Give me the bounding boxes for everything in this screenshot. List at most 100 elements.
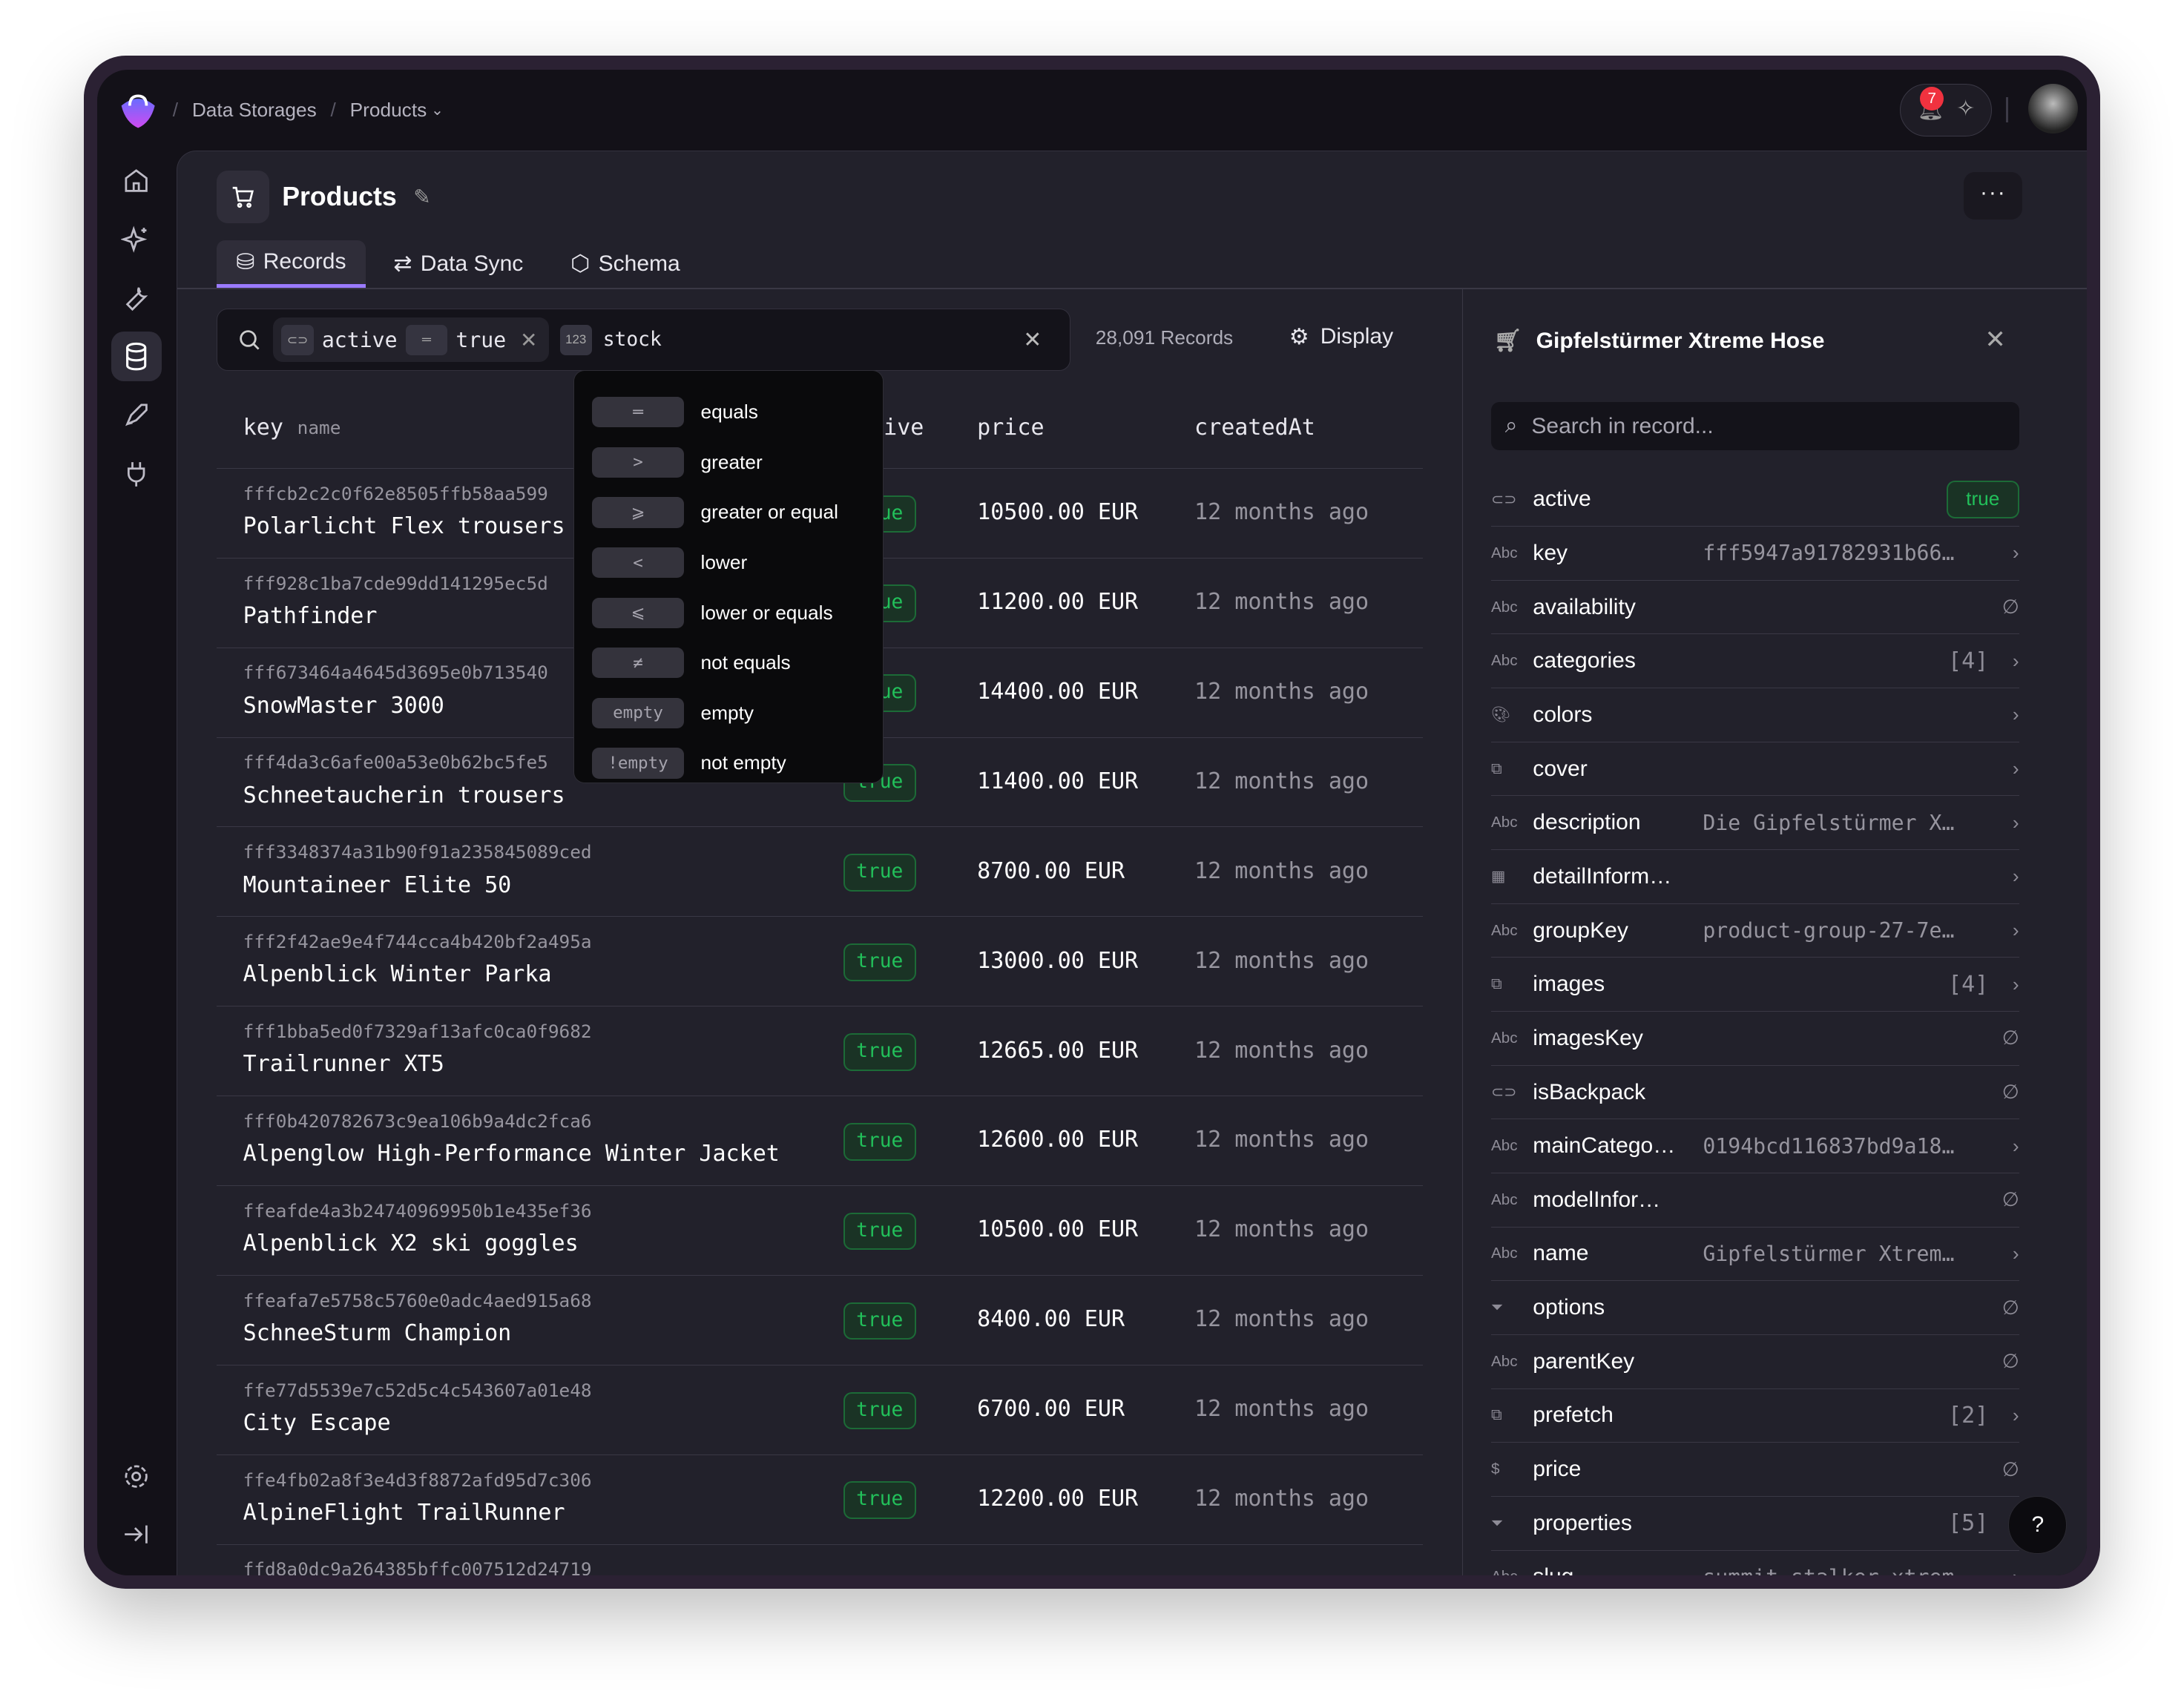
operator-label: lower or equals — [700, 601, 833, 624]
wrench-icon[interactable] — [111, 273, 162, 323]
display-button[interactable]: ⚙︎ Display — [1289, 324, 1393, 350]
breadcrumb-products[interactable]: Products — [349, 98, 427, 121]
home-icon[interactable] — [111, 156, 162, 206]
chevron-right-icon[interactable]: › — [2012, 541, 2019, 564]
chevron-right-icon[interactable]: › — [2012, 865, 2019, 888]
table-row[interactable]: ffe4fb02a8f3e4d3f8872afd95d7c306 AlpineF… — [216, 1455, 1423, 1545]
record-search-input[interactable]: ⌕ Search in record... — [1490, 401, 2019, 451]
chevron-right-icon[interactable]: › — [1999, 1566, 2019, 1575]
operator-option[interactable]: ⩽ lower or equals — [574, 587, 884, 638]
record-field-row[interactable]: Abc description Die Gipfelstürmer X… › — [1490, 796, 2019, 851]
table-row[interactable]: fff928c1ba7cde99dd141295ec5d Pathfinder … — [216, 559, 1423, 648]
breadcrumb-data-storages[interactable]: Data Storages — [191, 98, 317, 121]
sparkles-icon[interactable] — [111, 214, 162, 265]
chevron-right-icon[interactable]: › — [2012, 972, 2019, 995]
collapse-sidebar-icon[interactable] — [111, 1509, 162, 1560]
logo-icon[interactable] — [117, 89, 159, 131]
operator-option[interactable]: !empty not empty — [574, 738, 884, 788]
field-count: [2] — [1948, 1402, 1989, 1429]
table-row[interactable]: fff0b420782673c9ea106b9a4dc2fca6 Alpengl… — [216, 1096, 1423, 1187]
row-name: SchneeSturm Champion — [243, 1320, 512, 1347]
column-header-created-at[interactable]: createdAt — [1194, 415, 1315, 441]
chevron-right-icon[interactable]: › — [2012, 649, 2019, 672]
record-field-row[interactable]: 🎨︎ colors › — [1490, 688, 2019, 742]
operator-option[interactable]: ⩾ greater or equal — [574, 487, 884, 538]
equals-icon: ═ — [405, 324, 448, 355]
chevron-right-icon[interactable]: › — [2012, 1134, 2019, 1157]
record-field-row[interactable]: Abc modelInfor… ∅ — [1490, 1173, 2019, 1228]
table-row[interactable]: ffe77d5539e7c52d5c4c543607a01e48 City Es… — [216, 1365, 1423, 1455]
help-button[interactable]: ? — [2008, 1495, 2068, 1555]
row-price: 6700.00 EUR — [977, 1396, 1125, 1423]
record-field-row[interactable]: ⏷ options ∅ — [1490, 1281, 2019, 1335]
topbar: / Data Storages / Products ⌄ 🔔︎ 7 ✧ — [97, 70, 2086, 151]
column-header-key[interactable]: key — [243, 415, 283, 441]
record-field-row[interactable]: ▦ detailInform… › — [1490, 850, 2019, 904]
avatar[interactable] — [2027, 83, 2079, 134]
table-row[interactable]: fff1bba5ed0f7329af13afc0ca0f9682 Trailru… — [216, 1007, 1423, 1097]
record-field-row[interactable]: Abc categories [4] › — [1490, 634, 2019, 689]
record-field-row[interactable]: ⧉ images [4] › — [1490, 958, 2019, 1012]
sparkles-icon[interactable]: ✧ — [1956, 96, 1976, 121]
column-header-name[interactable]: name — [297, 417, 341, 439]
table-row[interactable]: ffeafa7e5758c5760e0adc4aed915a68 SchneeS… — [216, 1276, 1423, 1365]
database-icon[interactable] — [111, 331, 162, 382]
clear-filter-icon[interactable]: ✕ — [1023, 327, 1042, 352]
row-created-at: 12 months ago — [1194, 1486, 1369, 1512]
record-field-row[interactable]: Abc groupKey product-group-27-7e… › — [1490, 904, 2019, 958]
tab-schema[interactable]: ⬡ Schema — [551, 240, 700, 288]
record-field-row[interactable]: ⏷properties[5]› — [1490, 1497, 2019, 1551]
record-field-row[interactable]: ⧉ prefetch [2] › — [1490, 1389, 2019, 1443]
toggle-icon: ⊂⊃ — [1490, 1084, 1517, 1101]
record-field-row[interactable]: Abc mainCatego… 0194bcd116837bd9a18… › — [1490, 1119, 2019, 1173]
cart-icon — [216, 171, 270, 224]
operator-option[interactable]: ≠ not equals — [574, 638, 884, 688]
filter-search-input[interactable]: ⊂⊃ active ═ true ✕ 123 stock ✕ — [216, 308, 1070, 372]
edit-pencil-icon[interactable]: ✎ — [413, 185, 431, 209]
field-name: description — [1533, 810, 1641, 835]
row-price: 13000.00 EUR — [977, 947, 1139, 974]
chevron-down-icon[interactable]: ⌄ — [430, 101, 444, 119]
row-key: ffd8a0dc9a264385bffc007512d24719 — [243, 1558, 592, 1575]
table-row[interactable]: ffd8a0dc9a264385bffc007512d24719 — [217, 1545, 1423, 1575]
record-field-row[interactable]: ⊂⊃ isBackpack ∅ — [1490, 1066, 2019, 1120]
close-icon[interactable]: ✕ — [1984, 326, 2006, 355]
record-field-row[interactable]: Abc name Gipfelstürmer Xtrem… › — [1490, 1228, 2019, 1282]
rocket-icon[interactable] — [111, 390, 162, 441]
record-field-row[interactable]: $ price ∅ — [1490, 1443, 2019, 1497]
operator-option[interactable]: > greater — [574, 438, 884, 488]
filter-chip-active[interactable]: ⊂⊃ active ═ true ✕ — [273, 317, 549, 363]
chevron-right-icon[interactable]: › — [2012, 703, 2019, 726]
more-options-button[interactable]: ··· — [1964, 171, 2023, 220]
null-icon: ∅ — [2002, 1350, 2019, 1373]
table-row[interactable]: fff3348374a31b90f91a235845089ced Mountai… — [216, 827, 1423, 917]
text-type-icon: Abc — [1490, 598, 1518, 616]
notification-badge: 7 — [1920, 87, 1944, 111]
chevron-right-icon[interactable]: › — [2012, 1403, 2019, 1426]
breadcrumb-separator: / — [172, 98, 179, 121]
table-row[interactable]: fff2f42ae9e4f744cca4b420bf2a495a Alpenbl… — [216, 917, 1423, 1007]
main-panel: Products ✎ ··· ⛁ Records ⇄ Data Sync ⬡ Sche… — [177, 150, 2087, 1575]
settings-gear-icon[interactable] — [111, 1451, 162, 1501]
record-field-row[interactable]: Abc parentKey ∅ — [1490, 1335, 2019, 1389]
record-field-row[interactable]: Abc key fff5947a91782931b66… › — [1490, 527, 2019, 581]
row-created-at: 12 months ago — [1194, 1306, 1369, 1333]
operator-option[interactable]: ═ equals — [574, 387, 884, 438]
chevron-right-icon[interactable]: › — [2012, 1242, 2019, 1265]
chevron-right-icon[interactable]: › — [2012, 757, 2019, 780]
operator-option[interactable]: empty empty — [574, 688, 884, 739]
plug-icon[interactable] — [111, 449, 162, 499]
record-field-row[interactable]: ⧉ cover › — [1490, 742, 2019, 797]
tab-records[interactable]: ⛁ Records — [216, 240, 366, 288]
tab-data-sync[interactable]: ⇄ Data Sync — [374, 240, 543, 288]
record-field-row[interactable]: Abc imagesKey ∅ — [1490, 1012, 2019, 1066]
chevron-right-icon[interactable]: › — [2012, 811, 2019, 834]
table-row[interactable]: ffeafde4a3b24740969950b1e435ef36 Alpenbl… — [216, 1186, 1423, 1276]
chevron-right-icon[interactable]: › — [2012, 919, 2019, 942]
column-header-price[interactable]: price — [977, 415, 1045, 441]
record-field-row[interactable]: Abcslugsummit-stalker-xtrem…› — [1491, 1551, 2019, 1575]
remove-filter-icon[interactable]: ✕ — [519, 328, 538, 352]
record-field-row[interactable]: ⊂⊃ active true — [1490, 472, 2019, 527]
operator-option[interactable]: < lower — [574, 538, 884, 588]
record-field-row[interactable]: Abc availability ∅ — [1490, 581, 2019, 635]
